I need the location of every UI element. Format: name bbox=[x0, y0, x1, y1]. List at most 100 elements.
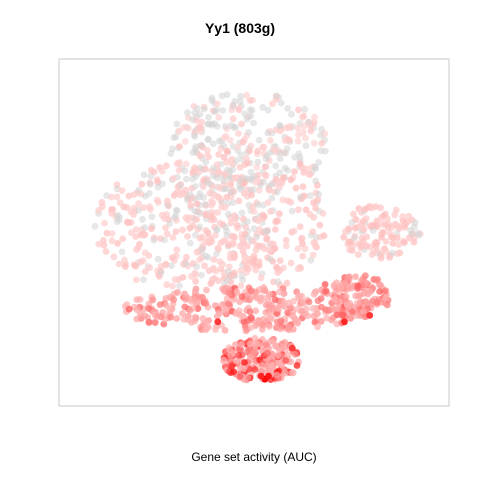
scatter-point bbox=[145, 318, 153, 326]
scatter-point bbox=[296, 193, 304, 201]
scatter-point bbox=[221, 134, 228, 142]
scatter-point bbox=[296, 160, 304, 168]
scatter-point bbox=[373, 299, 381, 306]
scatter-point bbox=[309, 251, 317, 259]
scatter-point bbox=[247, 168, 255, 176]
scatter-point bbox=[273, 188, 281, 196]
scatter-point bbox=[265, 246, 273, 254]
scatter-point bbox=[301, 245, 309, 253]
scatter-point bbox=[191, 109, 199, 117]
scatter-point bbox=[110, 253, 118, 261]
scatter-point bbox=[323, 314, 330, 322]
scatter-point bbox=[130, 261, 138, 269]
scatter-point bbox=[263, 228, 271, 236]
scatter-point bbox=[213, 100, 221, 108]
scatter-point bbox=[290, 297, 297, 305]
scatter-point bbox=[246, 147, 253, 155]
scatter-point bbox=[282, 236, 290, 244]
scatter-point bbox=[238, 209, 246, 217]
scatter-point bbox=[299, 252, 307, 260]
scatter-point bbox=[149, 296, 156, 304]
scatter-point bbox=[150, 236, 158, 244]
scatter-point bbox=[273, 217, 281, 225]
scatter-point bbox=[211, 120, 219, 127]
scatter-point bbox=[411, 219, 419, 227]
scatter-point bbox=[262, 341, 270, 348]
scatter-point bbox=[312, 177, 319, 185]
scatter-point bbox=[171, 214, 179, 222]
scatter-point bbox=[252, 179, 260, 186]
scatter-point bbox=[242, 327, 250, 335]
scatter-point bbox=[191, 183, 199, 190]
scatter-point bbox=[215, 310, 223, 317]
scatter-point bbox=[392, 206, 400, 214]
scatter-point bbox=[263, 234, 271, 242]
scatter-point bbox=[264, 129, 272, 137]
scatter-point bbox=[199, 293, 206, 301]
scatter-point bbox=[192, 143, 200, 150]
scatter-point bbox=[237, 282, 245, 289]
scatter-point bbox=[221, 170, 229, 178]
scatter-point-peak bbox=[341, 318, 348, 326]
scatter-point bbox=[310, 139, 318, 147]
scatter-point bbox=[268, 194, 276, 202]
scatter-point bbox=[274, 303, 282, 311]
scatter-point bbox=[191, 133, 199, 140]
scatter-point bbox=[239, 312, 247, 320]
scatter-point bbox=[176, 282, 183, 290]
scatter-point bbox=[244, 233, 252, 241]
scatter-point bbox=[405, 212, 413, 220]
scatter-point bbox=[196, 210, 204, 217]
scatter-point bbox=[264, 297, 272, 305]
scatter-point bbox=[318, 303, 325, 311]
scatter-point bbox=[284, 309, 292, 316]
scatter-point bbox=[272, 342, 280, 349]
scatter-point bbox=[115, 216, 123, 224]
scatter-point bbox=[214, 209, 222, 216]
scatter-point bbox=[291, 168, 298, 176]
scatter-point bbox=[114, 240, 121, 247]
scatter-point bbox=[233, 222, 241, 229]
scatter-point bbox=[234, 143, 242, 151]
scatter-point bbox=[250, 237, 257, 245]
scatter-point bbox=[215, 114, 223, 121]
scatter-point bbox=[247, 186, 255, 194]
scatter-point bbox=[173, 315, 181, 322]
scatter-point bbox=[312, 204, 319, 212]
scatter-point bbox=[235, 106, 243, 114]
chart-title: Yy1 (803g) bbox=[204, 20, 276, 36]
scatter-point bbox=[317, 147, 325, 155]
scatter-point bbox=[342, 293, 350, 301]
scatter-point bbox=[243, 155, 250, 163]
scatter-point bbox=[377, 255, 385, 262]
scatter-point bbox=[415, 231, 423, 239]
scatter-point bbox=[156, 301, 164, 308]
scatter-point bbox=[373, 247, 381, 254]
scatter-point bbox=[259, 362, 266, 369]
scatter-point bbox=[348, 219, 356, 227]
scatter-point bbox=[235, 130, 242, 137]
scatter-point bbox=[184, 316, 192, 324]
scatter-point bbox=[362, 298, 370, 306]
scatter-point bbox=[237, 92, 244, 100]
scatter-point bbox=[255, 136, 263, 144]
scatter-point bbox=[184, 124, 192, 132]
scatter-point bbox=[172, 252, 180, 260]
scatter-point bbox=[147, 172, 155, 180]
scatter-point bbox=[310, 290, 318, 298]
scatter-point bbox=[238, 293, 246, 300]
scatter-point bbox=[276, 267, 284, 274]
scatter-point-peak bbox=[214, 318, 222, 326]
scatter-point bbox=[229, 239, 237, 247]
scatter-point bbox=[247, 353, 254, 361]
scatter-point bbox=[237, 176, 245, 184]
scatter-point bbox=[259, 211, 267, 219]
scatter-point bbox=[305, 298, 313, 306]
scatter-point-peak bbox=[366, 312, 374, 319]
scatter-point bbox=[255, 340, 262, 348]
scatter-point bbox=[265, 323, 273, 330]
scatter-point bbox=[145, 305, 153, 312]
scatter-point bbox=[133, 296, 141, 303]
scatter-point bbox=[219, 107, 227, 114]
scatter-point bbox=[204, 136, 212, 143]
